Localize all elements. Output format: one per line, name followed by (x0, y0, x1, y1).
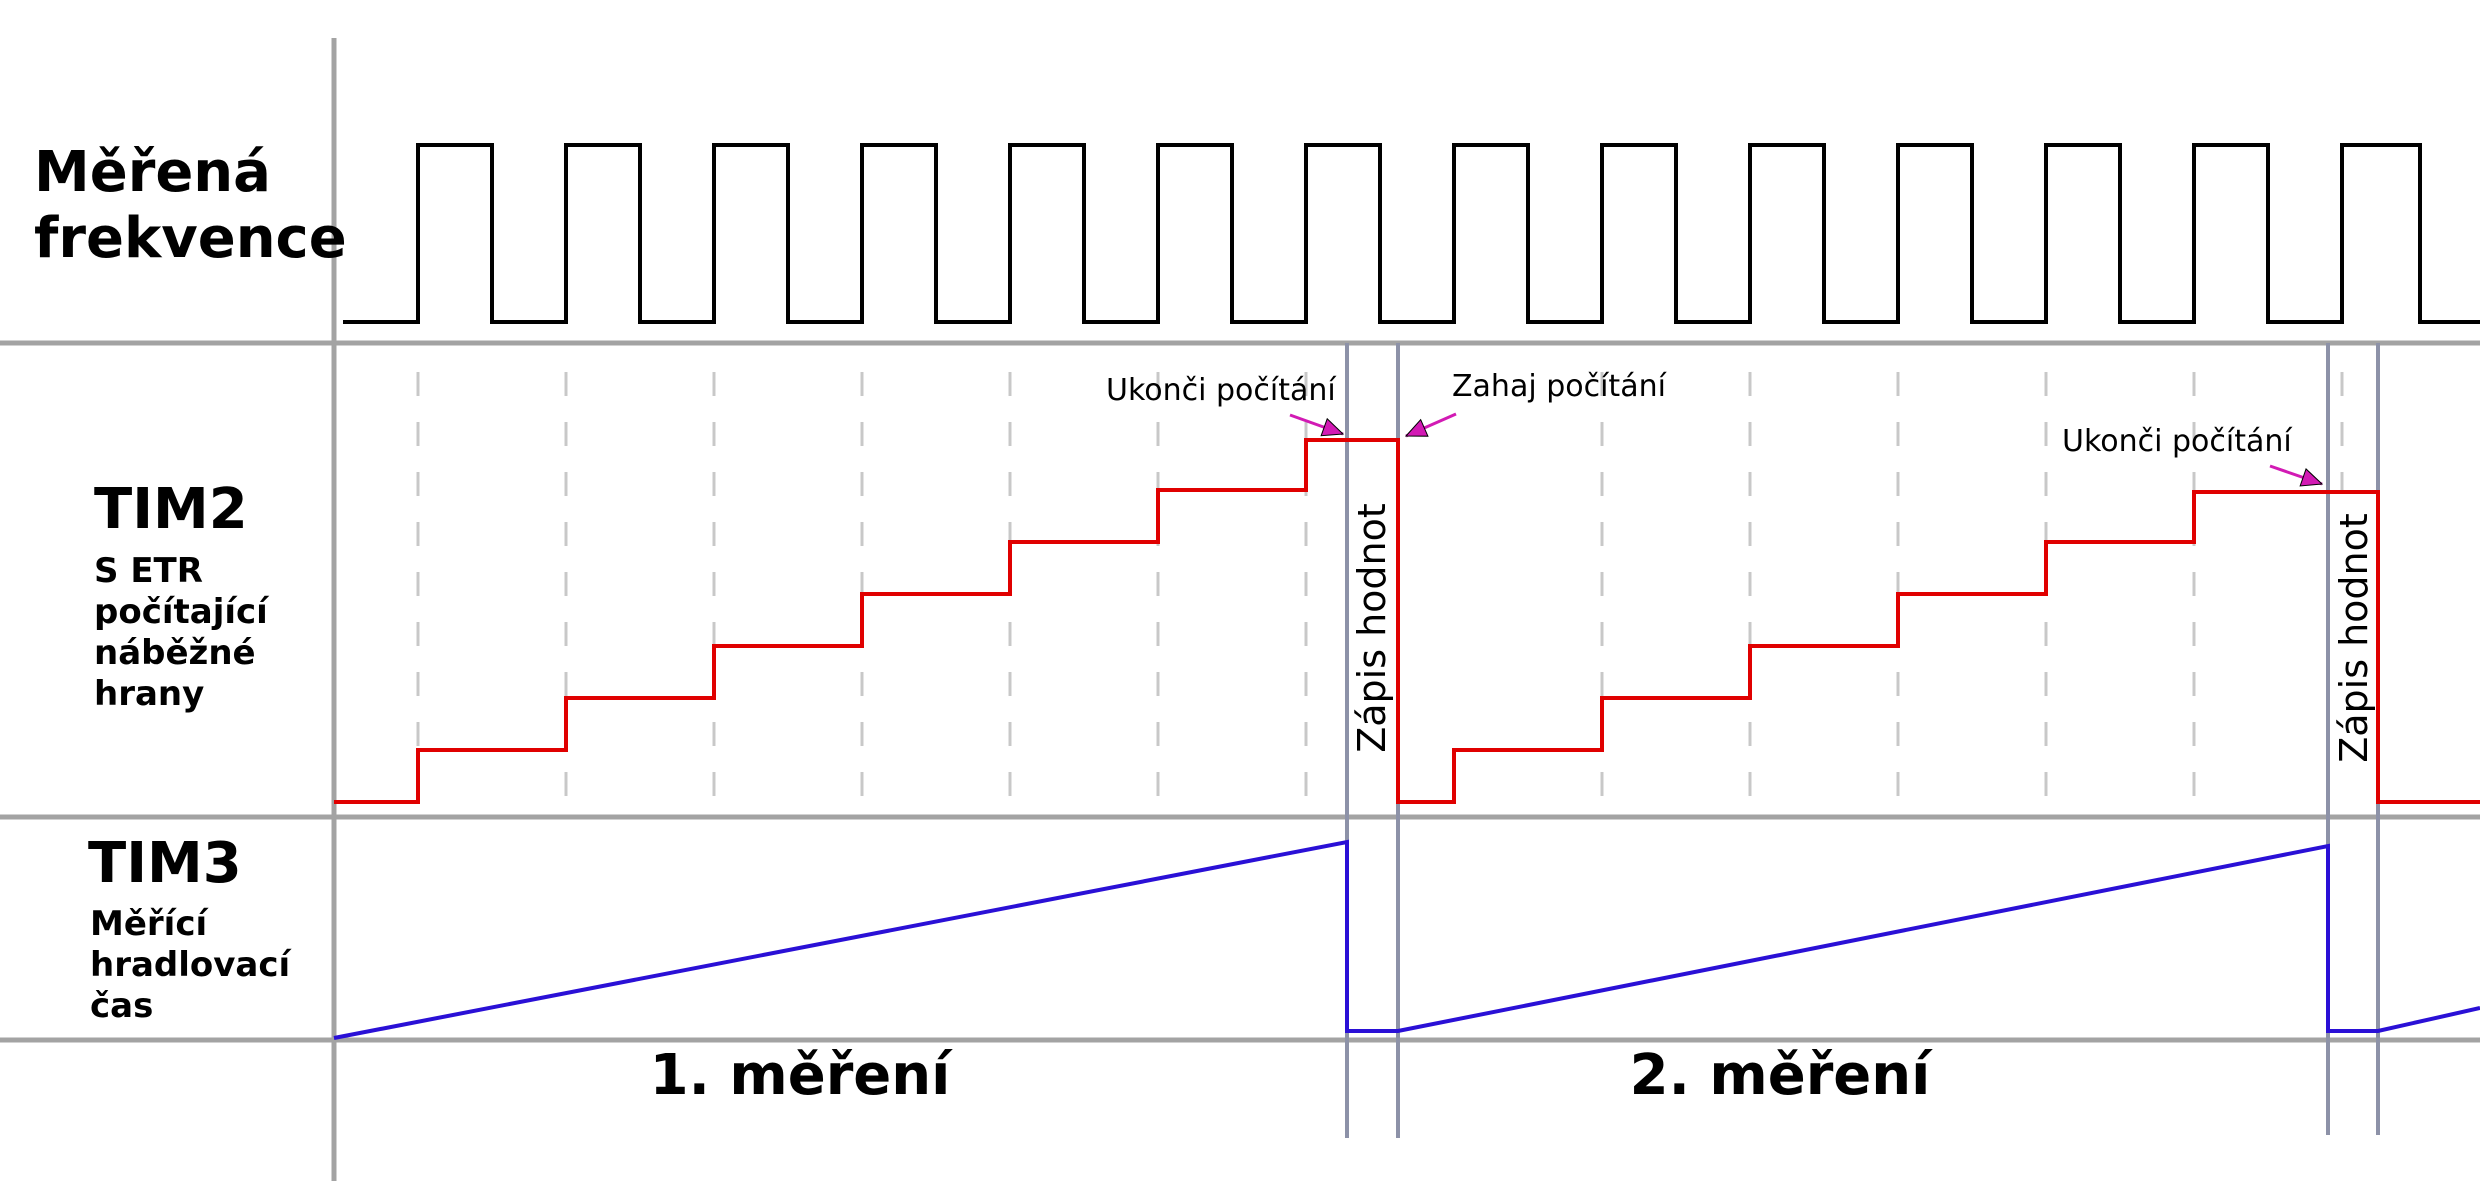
tim2-counter-staircase (334, 438, 2480, 804)
write-value-label-2: Zápis hodnot (2332, 513, 2376, 763)
signal-row-label: Měřená frekvence (34, 140, 347, 271)
measured-frequency-wave (343, 143, 2480, 324)
tim2-subtitle: S ETR počítající náběžné hrany (94, 551, 268, 714)
arrow-head (2299, 468, 2324, 487)
tim3-subtitle: Měřící hradlovací čas (90, 904, 291, 1026)
arrow-head (1404, 418, 1429, 437)
tim3-gate-ramp (333, 839, 2480, 1040)
stop-counting-label-2: Ukonči počítání (2062, 424, 2292, 459)
annotation-arrows (1289, 412, 2324, 487)
grid-lines (0, 38, 2480, 1181)
stop-counting-label-1: Ukonči počítání (1106, 373, 1336, 408)
measurement-2-label: 2. měření (1629, 1043, 1931, 1108)
write-value-label-1: Zápis hodnot (1350, 503, 1394, 753)
start-counting-label: Zahaj počítání (1452, 369, 1666, 404)
tim3-title: TIM3 (88, 831, 242, 896)
measurement-1-label: 1. měření (649, 1043, 951, 1108)
arrow-head (1320, 417, 1345, 437)
write-value-markers (1345, 343, 2380, 1138)
tim2-title: TIM2 (94, 477, 248, 542)
